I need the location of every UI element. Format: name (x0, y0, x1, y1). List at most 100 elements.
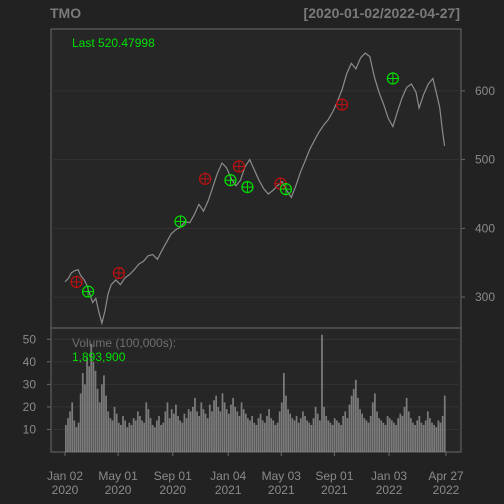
buy-signal-marker (241, 180, 254, 194)
volume-bar (153, 427, 156, 452)
volume-bar (251, 415, 253, 452)
volume-bar (424, 420, 427, 452)
volume-bar (120, 424, 122, 452)
volume-bar (253, 422, 256, 452)
volume-bar (335, 420, 338, 452)
volume-bar (130, 424, 133, 452)
price-y-axis: 300 400 500 600 (461, 84, 495, 304)
volume-bar (346, 418, 349, 452)
volume-bar (88, 366, 90, 452)
volume-bar (280, 402, 283, 452)
volume-bar (338, 422, 340, 452)
volume-bar (168, 418, 171, 452)
volume-bar (431, 422, 433, 452)
volume-bar (397, 418, 400, 452)
volume-bar (378, 418, 380, 452)
volume-bar (308, 422, 311, 452)
volume-bar (344, 411, 347, 452)
volume-bar (232, 397, 234, 452)
volume-bar (329, 422, 332, 452)
sell-signal-marker (232, 160, 246, 173)
price-line (64, 52, 446, 326)
volume-bar (270, 418, 273, 452)
volume-bar (187, 409, 190, 452)
volume-bar (94, 370, 97, 452)
volume-bar (439, 422, 442, 452)
sell-signal-marker (112, 266, 125, 280)
volume-bar (388, 418, 391, 452)
volume-bar (367, 422, 370, 452)
volume-bar (316, 413, 319, 452)
volume-bar (225, 409, 228, 452)
volume-bar (369, 415, 372, 452)
price-tick-label: 500 (475, 153, 495, 167)
last-price-label: Last 520.47998 (72, 36, 155, 50)
volume-bar (206, 418, 209, 452)
volume-bar (73, 420, 76, 452)
volume-bar (166, 402, 169, 452)
volume-bar (363, 418, 366, 452)
volume-bar (71, 402, 74, 452)
volume-bar (242, 409, 245, 452)
volume-bar (255, 424, 258, 452)
volume-bar (213, 400, 215, 452)
volume-bar (429, 418, 431, 452)
volume-bar (376, 411, 378, 452)
volume-bar (278, 411, 281, 452)
volume-bar (272, 420, 275, 452)
sell-signal-marker (335, 98, 349, 111)
price-tick-label: 400 (475, 221, 495, 235)
volume-bar (67, 418, 69, 452)
volume-bar (79, 393, 82, 452)
volume-bar (352, 388, 355, 452)
volume-bar (403, 406, 406, 452)
volume-bar (276, 422, 279, 452)
volume-bar (179, 420, 182, 452)
volume-bar (295, 415, 298, 452)
x-tick-year-label: 2021 (215, 483, 242, 497)
volume-bar (128, 422, 131, 452)
volume-bar (65, 424, 67, 452)
date-range-title: [2020-01-02/2022-04-27] (304, 5, 460, 21)
volume-bar (215, 395, 217, 452)
volume-bar (289, 413, 292, 452)
x-tick-label: May 03 (262, 469, 302, 483)
volume-bar (433, 424, 436, 452)
volume-bar (217, 406, 220, 452)
buy-signal-marker (81, 285, 95, 298)
volume-bar (371, 402, 374, 452)
volume-bar (240, 402, 243, 452)
volume-bar (412, 422, 414, 452)
volume-bar (350, 395, 353, 452)
volume-bar (293, 420, 296, 452)
price-grid (51, 90, 461, 298)
volume-bar (263, 422, 266, 452)
volume-bar (183, 413, 186, 452)
x-tick-label: Jan 04 (210, 469, 246, 483)
volume-bar (227, 413, 230, 452)
volume-bar (192, 406, 194, 452)
volume-bar (122, 415, 124, 452)
volume-bar (198, 415, 201, 452)
volume-bar (208, 404, 211, 452)
volume-bar (342, 415, 344, 452)
volume-bar (384, 424, 387, 452)
volume-bar (321, 334, 323, 452)
volume-bar (310, 424, 313, 452)
volume-bar (441, 415, 444, 452)
x-tick-year-label: 2022 (376, 483, 403, 497)
volume-bar (221, 393, 224, 452)
volume-bar (162, 422, 165, 452)
volume-bar (86, 357, 88, 452)
x-tick-year-label: 2020 (52, 483, 79, 497)
volume-bar (299, 418, 302, 452)
volume-tick-label: 50 (23, 332, 37, 346)
x-tick-year-label: 2021 (268, 483, 295, 497)
volume-bar (111, 420, 114, 452)
volume-bar (164, 411, 167, 452)
volume-bar (401, 415, 404, 452)
volume-bar (149, 418, 152, 452)
x-tick-label: Jan 03 (371, 469, 407, 483)
volume-bar (170, 409, 173, 452)
volume-bar (382, 422, 385, 452)
